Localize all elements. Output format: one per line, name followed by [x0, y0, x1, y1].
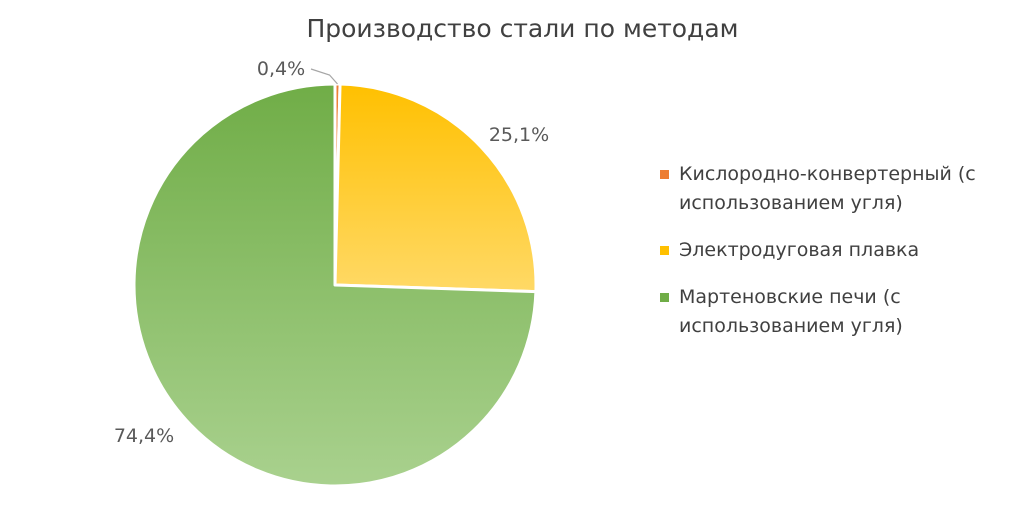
- legend-item: Кислородно-конвертерный (с использование…: [660, 160, 1010, 218]
- legend-swatch: [660, 246, 669, 255]
- legend-item: Мартеновские печи (с использованием угля…: [660, 283, 1010, 341]
- legend-label: Кислородно-конвертерный (с использование…: [679, 163, 976, 214]
- data-label: 74,4%: [114, 425, 174, 447]
- data-label: 0,4%: [257, 58, 305, 80]
- leader-line: [310, 68, 338, 85]
- pie-slice: [333, 82, 538, 294]
- chart-title: Производство стали по методам: [306, 14, 739, 43]
- legend: Кислородно-конвертерный (с использование…: [660, 160, 1010, 359]
- legend-swatch: [660, 293, 669, 302]
- legend-item: Электродуговая плавка: [660, 236, 1010, 265]
- pie-slice: [132, 82, 538, 488]
- legend-swatch: [660, 170, 669, 179]
- legend-label: Электродуговая плавка: [679, 239, 920, 261]
- data-label: 25,1%: [489, 124, 549, 146]
- legend-label: Мартеновские печи (с использованием угля…: [679, 286, 903, 337]
